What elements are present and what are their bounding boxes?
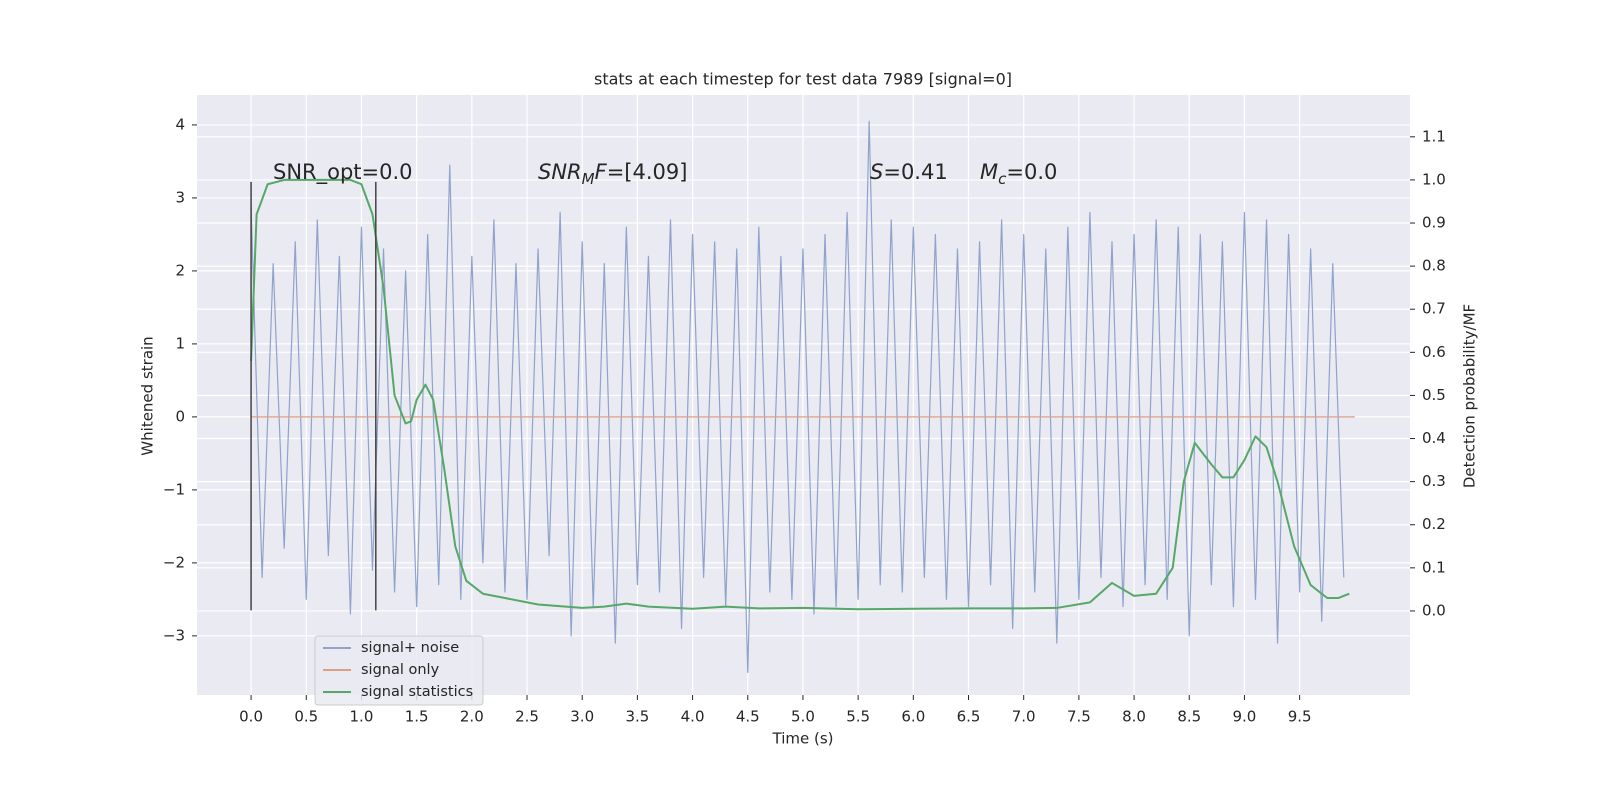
y-tick-label: 0 <box>175 407 185 425</box>
y2-tick-label: 0.8 <box>1422 257 1446 275</box>
x-tick-label: 9.0 <box>1233 708 1257 726</box>
y2-tick-label: 0.0 <box>1422 601 1446 619</box>
y-tick-label: −3 <box>163 626 185 644</box>
y-tick-label: −1 <box>163 480 185 498</box>
y2-tick-label: 1.1 <box>1422 127 1446 145</box>
x-tick-label: 2.0 <box>460 708 484 726</box>
y2-tick-label: 0.1 <box>1422 558 1446 576</box>
y2-tick-label: 0.7 <box>1422 300 1446 318</box>
marks <box>250 120 1355 673</box>
y2-tick-label: 0.9 <box>1422 214 1446 232</box>
y-tick-label: 2 <box>175 261 185 279</box>
annotation-part: M <box>582 170 595 188</box>
annotation: SNRMF=[4.09] <box>538 160 687 188</box>
annotation-part: =0.41 <box>883 160 947 184</box>
y-axis-label: Whitened strain <box>139 336 157 455</box>
y2-tick-label: 1.0 <box>1422 170 1446 188</box>
annotation-part: =[4.09] <box>607 160 688 184</box>
annotation-part: c <box>998 170 1007 188</box>
annotation: SNR_opt=0.0 <box>273 160 413 185</box>
y-tick-label: 4 <box>175 115 185 133</box>
x-tick-label: 1.0 <box>350 708 374 726</box>
y2-tick-label: 0.3 <box>1422 472 1446 490</box>
x-tick-label: 5.0 <box>791 708 815 726</box>
x-tick-label: 5.5 <box>846 708 870 726</box>
annotation-part: M <box>980 160 998 184</box>
legend-box <box>314 635 484 706</box>
x-tick-label: 4.5 <box>736 708 760 726</box>
y-tick-label: −2 <box>163 553 185 571</box>
x-tick-label: 4.0 <box>681 708 705 726</box>
x-tick-label: 6.0 <box>901 708 925 726</box>
annotation-part: SNR_opt=0.0 <box>273 160 413 185</box>
x-tick-label: 1.5 <box>405 708 429 726</box>
annotation-part: S <box>870 160 883 184</box>
annotation-part: =0.0 <box>1006 160 1057 184</box>
y-tick-label: 1 <box>175 334 185 352</box>
y-tick-label: 3 <box>175 188 185 206</box>
x-tick-label: 3.5 <box>625 708 649 726</box>
x-tick-label: 6.5 <box>957 708 981 726</box>
labels: 0.0 0.5 1.0 1.5 2.0 2.5 3.0 3.5 4.0 4.5 5.0 5.5 6.0 6… <box>163 115 1446 725</box>
annotation: S=0.41 <box>870 160 948 184</box>
y2-tick-label: 0.4 <box>1422 429 1446 447</box>
annotation-part: F <box>595 160 608 184</box>
x-tick-label: 0.5 <box>294 708 318 726</box>
series-line <box>250 120 1345 673</box>
x-tick-label: 8.0 <box>1122 708 1146 726</box>
y2-tick-label: 0.5 <box>1422 386 1446 404</box>
annotation: Mc=0.0 <box>980 160 1057 188</box>
x-tick-label: 7.5 <box>1067 708 1091 726</box>
legend-label: signal+ noise <box>361 640 459 656</box>
y2-tick-label: 0.2 <box>1422 515 1446 533</box>
x-tick-label: 9.5 <box>1288 708 1312 726</box>
annotation-part: SNR <box>538 160 582 184</box>
legend-label: signal statistics <box>361 684 473 700</box>
x-tick-label: 0.0 <box>239 708 263 726</box>
legend-label: signal only <box>361 662 440 678</box>
y2-axis-label: Detection probability/MF <box>1461 304 1479 488</box>
series-line <box>250 178 1350 611</box>
y2-tick-label: 0.6 <box>1422 343 1446 361</box>
x-tick-label: 8.5 <box>1177 708 1201 726</box>
x-tick-label: 7.0 <box>1012 708 1036 726</box>
chart-title: stats at each timestep for test data 798… <box>594 70 1012 89</box>
x-tick-label: 3.0 <box>570 708 594 726</box>
x-axis-label: Time (s) <box>772 730 834 748</box>
x-tick-label: 2.5 <box>515 708 539 726</box>
